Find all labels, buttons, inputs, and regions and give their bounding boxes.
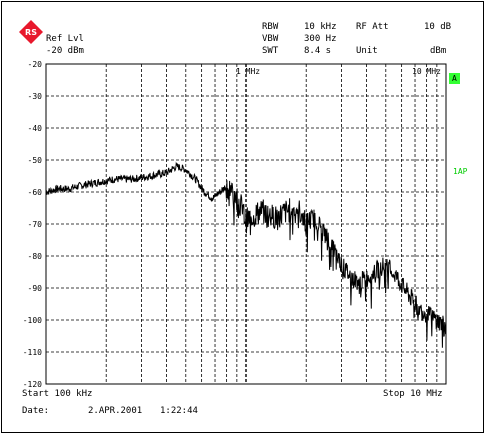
y-tick-label: -100 — [23, 316, 42, 325]
unit-value: dBm — [430, 46, 447, 56]
stop-frequency: Stop 10 MHz — [383, 389, 443, 399]
start-frequency: Start 100 kHz — [22, 389, 93, 399]
rohde-schwarz-logo-icon: RS — [19, 20, 43, 44]
y-tick-label: -90 — [28, 284, 43, 293]
vbw-label: VBW — [262, 34, 279, 44]
marker-10mhz: 10 MHz — [412, 67, 441, 76]
unit-label: Unit — [356, 46, 378, 56]
rf-att-value: 10 dB — [424, 22, 452, 32]
ref-lvl-value: -20 dBm — [46, 46, 84, 56]
y-tick-label: -40 — [28, 124, 43, 133]
rbw-label: RBW — [262, 22, 279, 32]
y-tick-label: -120 — [23, 380, 42, 389]
swt-value: 8.4 s — [304, 46, 332, 56]
y-tick-label: -110 — [23, 348, 42, 357]
lap-badge: 1AP — [453, 167, 468, 176]
date-value: 2.APR.2001 — [88, 406, 143, 416]
spectrum-trace — [45, 161, 447, 348]
y-tick-label: -60 — [28, 188, 43, 197]
vbw-value: 300 Hz — [304, 34, 337, 44]
y-tick-label: -30 — [28, 92, 43, 101]
y-tick-label: -20 — [28, 60, 43, 69]
time-value: 1:22:44 — [160, 406, 198, 416]
swt-label: SWT — [262, 46, 279, 56]
rf-att-label: RF Att — [356, 22, 389, 32]
y-tick-label: -80 — [28, 252, 43, 261]
rbw-value: 10 kHz — [304, 22, 337, 32]
date-label: Date: — [22, 406, 50, 416]
y-tick-label: -50 — [28, 156, 43, 165]
trace-a-badge: A — [449, 73, 460, 84]
svg-text:RS: RS — [25, 28, 37, 37]
ref-lvl-label: Ref Lvl — [46, 34, 84, 44]
y-tick-label: -70 — [28, 220, 43, 229]
marker-1mhz: 1 MHz — [236, 67, 260, 76]
